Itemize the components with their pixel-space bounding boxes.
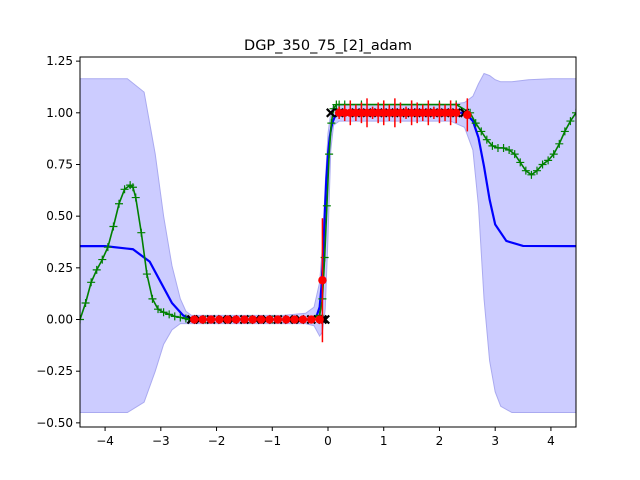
sample-marker [115,199,124,208]
prediction-point [231,315,241,324]
y-tick-label: −0.50 [36,416,73,430]
sample-marker [549,150,558,159]
prediction-point [206,315,216,324]
y-tick-label: 0.25 [46,261,73,275]
sample-marker [128,183,137,192]
prediction-point [318,276,327,285]
sample-marker [159,308,168,317]
sample-marker [137,228,146,237]
sample-marker [131,193,140,202]
sample-marker [327,119,336,128]
prediction-point [451,108,461,118]
x-tick-label: 0 [324,434,332,448]
prediction-point [282,315,291,324]
sample-marker [80,315,84,324]
x-tick-label: −3 [152,434,170,448]
sample-marker [499,143,508,152]
x-tick-label: 1 [380,434,388,448]
x-tick-label: 4 [547,434,555,448]
prediction-point [198,315,207,324]
prediction-point [240,315,249,324]
prediction-point [248,315,257,324]
prediction-point [190,315,199,324]
sample-marker [176,313,185,322]
sample-marker [538,160,547,169]
x-tick-label: −1 [263,434,281,448]
sample-marker [555,139,564,148]
plot-area [80,72,576,414]
prediction-point [223,315,232,324]
prediction-point [215,315,224,324]
x-tick-label: −4 [96,434,114,448]
sample-marker [505,146,514,155]
sample-marker [154,305,163,314]
sample-marker [560,127,569,136]
x-tick-label: −2 [208,434,226,448]
sample-marker [92,265,101,274]
sample-marker [477,127,486,136]
sample-marker [142,270,151,279]
x-tick-label: 2 [436,434,444,448]
y-tick-label: 0.50 [46,209,73,223]
sample-marker [165,310,174,319]
sample-marker [103,243,112,252]
sample-marker [109,222,118,231]
sample-marker [527,170,536,179]
sample-marker [516,158,525,167]
sample-marker [566,117,575,126]
sample-marker [488,141,497,150]
prediction-point [307,315,316,324]
sample-marker [87,278,96,287]
sample-marker [532,166,541,175]
y-tick-label: 0.00 [46,313,73,327]
sample-marker [572,108,576,117]
sample-marker [521,166,530,175]
sample-marker [482,135,491,144]
sample-marker [325,150,334,159]
prediction-point [315,315,324,324]
prediction-point [256,315,266,324]
y-tick-label: 0.75 [46,157,73,171]
sample-marker [170,312,179,321]
prediction-point [290,315,299,324]
chart-title: DGP_350_75_[2]_adam [244,38,412,54]
sample-marker [148,294,157,303]
y-tick-label: −0.25 [36,364,73,378]
confidence-band [80,72,576,414]
training-point [326,108,336,118]
prediction-point [463,110,472,120]
sample-marker [510,150,519,159]
sample-line [80,103,576,321]
sample-marker [98,255,107,264]
y-tick-label: 1.00 [46,106,73,120]
sample-marker [544,156,553,165]
prediction-point [265,315,274,324]
sample-marker [322,201,331,210]
axes: −4 −3 −2 −1 0 1 2 3 4 −0.50 −0.25 0.00 0.25 0.50 0.75 1… [36,54,577,448]
sample-marker [471,119,480,128]
prediction-point [298,315,308,324]
prediction-point [273,315,283,324]
sample-marker [81,298,90,307]
y-tick-label: 1.25 [46,54,73,68]
x-tick-label: 3 [491,434,499,448]
sample-marker [120,185,129,194]
